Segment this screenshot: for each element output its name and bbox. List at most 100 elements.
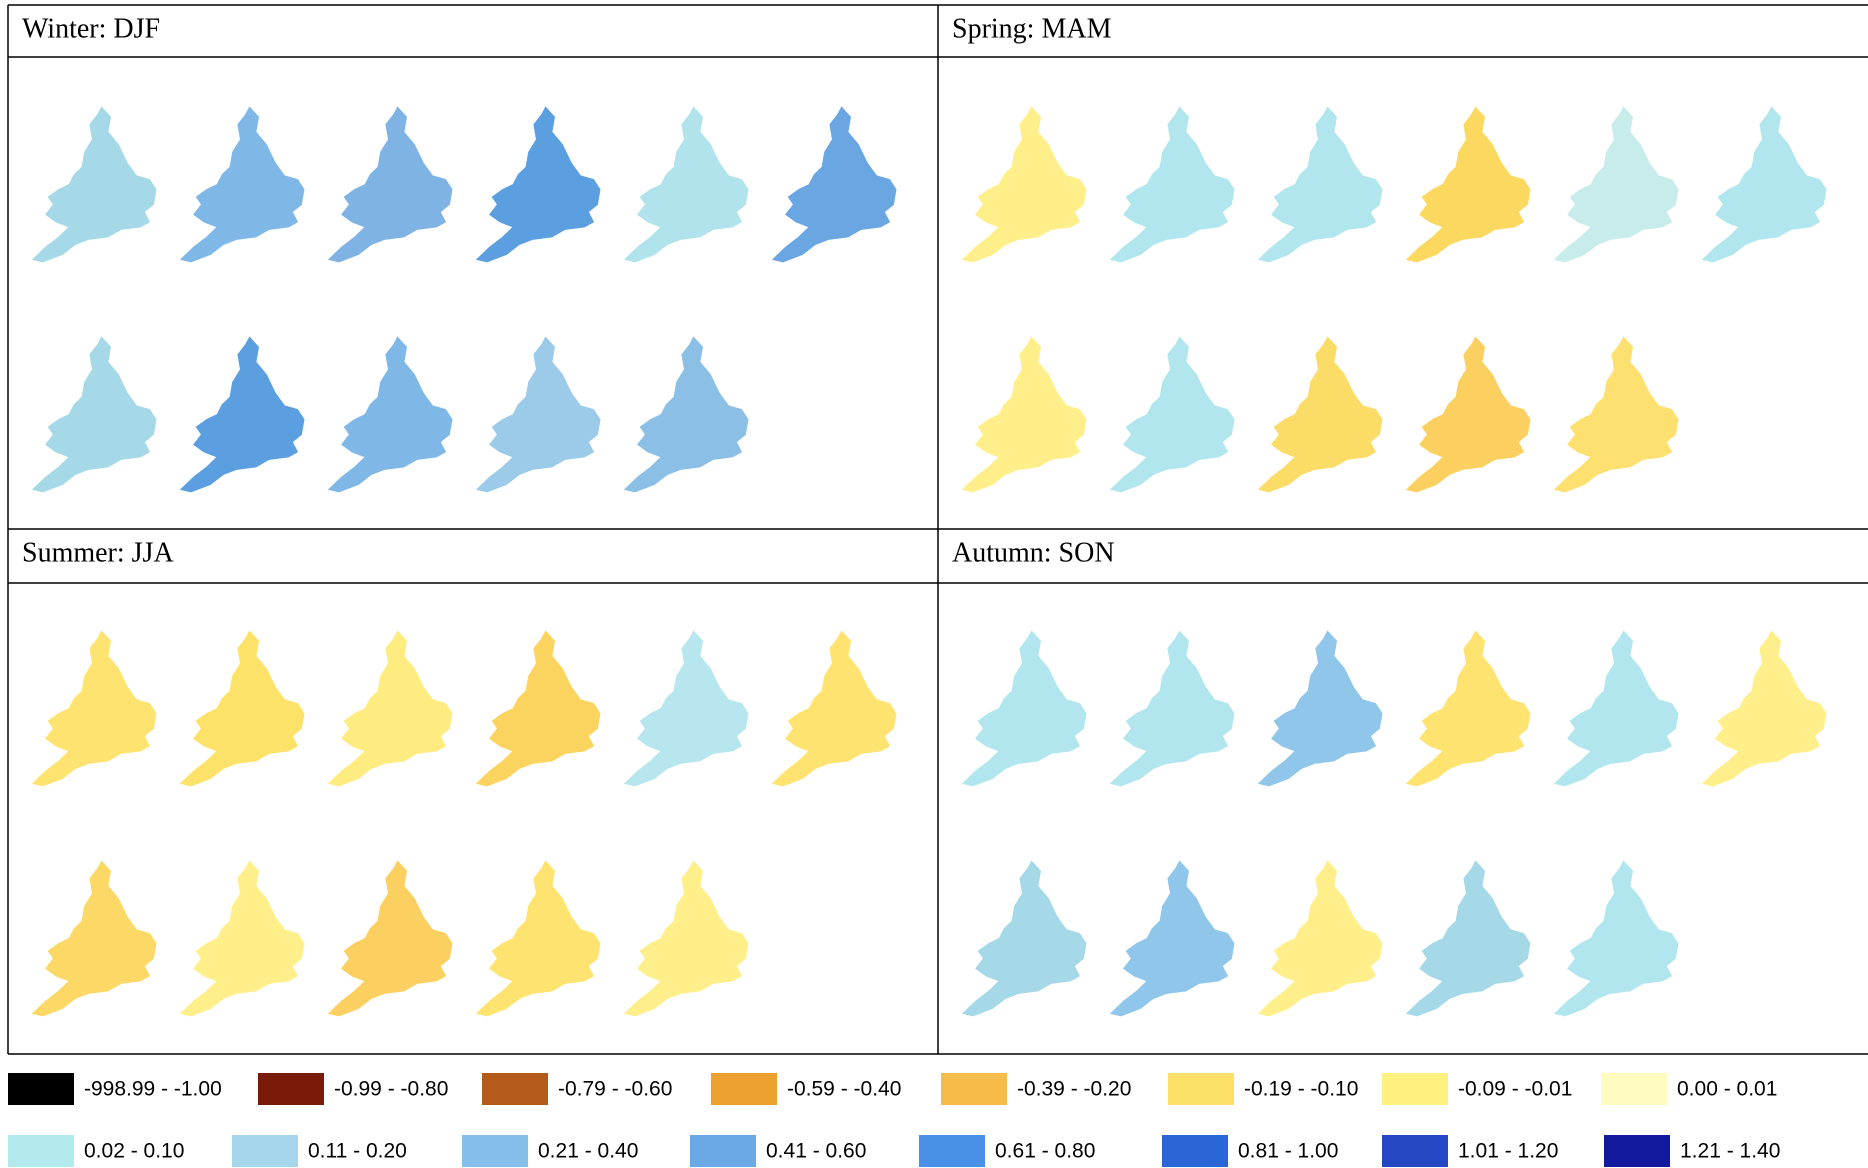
map: [1111, 107, 1235, 262]
legend-swatch: [1168, 1073, 1234, 1105]
figure: Winter: DJF Spring: MAM Summer: JJA Autumn:…: [0, 0, 1868, 1168]
legend-label: 1.01 - 1.20: [1458, 1140, 1558, 1163]
legend-item: -998.99 - -1.00: [8, 1073, 222, 1105]
legend-label: -0.99 - -0.80: [334, 1078, 448, 1101]
legend-swatch: [462, 1135, 528, 1167]
map: [1111, 631, 1235, 786]
map: [181, 861, 305, 1016]
legend-label: -0.19 - -0.10: [1244, 1078, 1358, 1101]
legend-item: -0.59 - -0.40: [711, 1073, 901, 1105]
legend-label: 0.81 - 1.00: [1238, 1140, 1338, 1163]
legend-swatch: [941, 1073, 1007, 1105]
legend-swatch: [1162, 1135, 1228, 1167]
map: [1703, 107, 1827, 262]
map: [773, 107, 897, 262]
map: [625, 861, 749, 1016]
map: [1555, 107, 1679, 262]
map: [181, 107, 305, 262]
legend-label: -0.59 - -0.40: [787, 1078, 901, 1101]
map: [33, 337, 156, 492]
legend-label: -0.79 - -0.60: [558, 1078, 672, 1101]
legend-item: -0.19 - -0.10: [1168, 1073, 1358, 1105]
legend-item: 0.81 - 1.00: [1162, 1135, 1338, 1167]
map: [181, 337, 305, 492]
legend-swatch: [1604, 1135, 1670, 1167]
panel-title: Autumn: SON: [952, 537, 1115, 568]
map: [329, 631, 453, 786]
legend-label: 0.11 - 0.20: [308, 1140, 407, 1163]
legend-swatch: [8, 1135, 74, 1167]
legend-label: 0.21 - 0.40: [538, 1140, 638, 1163]
legend-item: -0.79 - -0.60: [482, 1073, 672, 1105]
legend-item: 0.41 - 0.60: [690, 1135, 866, 1167]
map: [773, 631, 897, 786]
legend-item: -0.39 - -0.20: [941, 1073, 1131, 1105]
legend-swatch: [8, 1073, 74, 1105]
map: [1703, 631, 1827, 786]
map: [1407, 631, 1531, 786]
map: [963, 107, 1087, 262]
legend-item: 1.21 - 1.40: [1604, 1135, 1780, 1167]
map: [1555, 861, 1679, 1016]
map: [1259, 631, 1383, 786]
map: [1407, 107, 1531, 262]
legend-item: 0.02 - 0.10: [8, 1135, 184, 1167]
legend-swatch: [1601, 1073, 1667, 1105]
map: [625, 337, 749, 492]
map: [963, 337, 1087, 492]
map: [329, 861, 453, 1016]
legend-swatch: [690, 1135, 756, 1167]
legend-item: 1.01 - 1.20: [1382, 1135, 1558, 1167]
map: [477, 631, 600, 786]
legend-swatch: [919, 1135, 985, 1167]
map: [1111, 861, 1235, 1016]
legend-swatch: [1382, 1073, 1448, 1105]
map: [33, 631, 156, 786]
legend-label: 0.41 - 0.60: [766, 1140, 866, 1163]
legend-label: -0.39 - -0.20: [1017, 1078, 1131, 1101]
map: [329, 107, 453, 262]
panel-title: Spring: MAM: [952, 13, 1112, 44]
map: [625, 631, 749, 786]
map: [1259, 337, 1383, 492]
map: [1407, 337, 1531, 492]
panel-title: Winter: DJF: [22, 13, 160, 44]
legend-item: 0.00 - 0.01: [1601, 1073, 1777, 1105]
map: [625, 107, 749, 262]
panel: Spring: MAM: [952, 13, 1826, 492]
legend-swatch: [258, 1073, 324, 1105]
legend-label: -998.99 - -1.00: [84, 1078, 222, 1101]
panel: Summer: JJA: [22, 537, 896, 1016]
legend-item: -0.99 - -0.80: [258, 1073, 448, 1105]
legend-label: 0.00 - 0.01: [1677, 1078, 1777, 1101]
table-frame: [8, 5, 1868, 1054]
map: [1555, 337, 1679, 492]
legend-item: 0.11 - 0.20: [232, 1135, 407, 1167]
legend-item: -0.09 - -0.01: [1382, 1073, 1572, 1105]
map: [33, 861, 156, 1016]
panel-title: Summer: JJA: [22, 537, 174, 568]
legend-label: 1.21 - 1.40: [1680, 1140, 1780, 1163]
map: [963, 861, 1087, 1016]
map: [1111, 337, 1235, 492]
legend-label: -0.09 - -0.01: [1458, 1078, 1572, 1101]
map: [1555, 631, 1679, 786]
panel: Winter: DJF: [22, 13, 896, 492]
legend-label: 0.02 - 0.10: [84, 1140, 184, 1163]
legend-item: 0.21 - 0.40: [462, 1135, 638, 1167]
map: [477, 861, 600, 1016]
map: [963, 631, 1087, 786]
map: [329, 337, 453, 492]
map: [1259, 107, 1383, 262]
legend-item: 0.61 - 0.80: [919, 1135, 1095, 1167]
legend-label: 0.61 - 0.80: [995, 1140, 1095, 1163]
legend-swatch: [232, 1135, 298, 1167]
legend-swatch: [482, 1073, 548, 1105]
legend-swatch: [1382, 1135, 1448, 1167]
map: [1407, 861, 1531, 1016]
map: [33, 107, 156, 262]
map: [1259, 861, 1383, 1016]
legend-swatch: [711, 1073, 777, 1105]
map: [477, 107, 600, 262]
panel: Autumn: SON: [952, 537, 1826, 1016]
